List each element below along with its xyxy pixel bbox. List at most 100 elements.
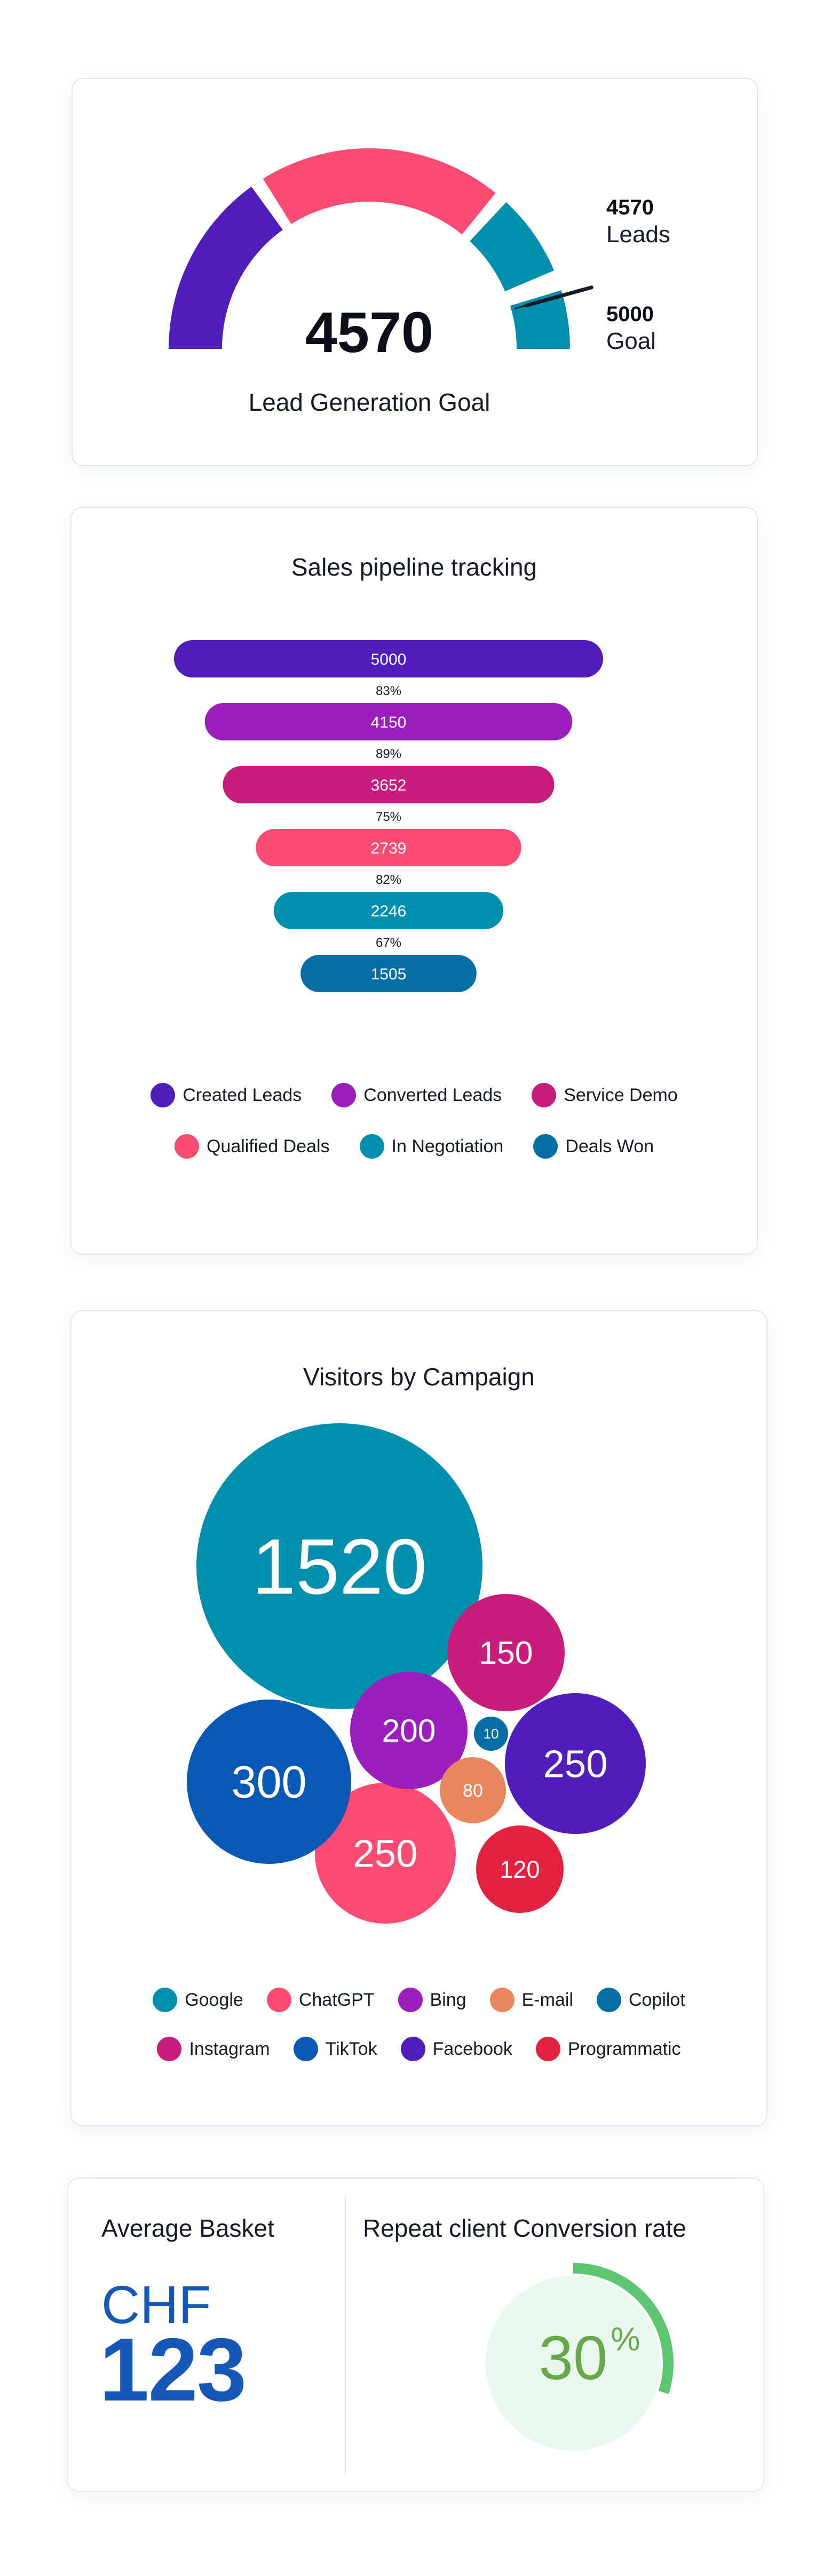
conversion-value: 30 [539,2323,607,2392]
legend-item: Deals Won [533,1134,654,1159]
funnel-bar-3 [223,766,555,803]
funnel-bar-6 [300,955,477,992]
legend-item: Created Leads [151,1083,302,1107]
legend-swatch [153,1988,178,2012]
funnel-rate-4: 82% [376,873,401,887]
legend-swatch [535,2037,560,2061]
legend-swatch [331,1083,357,1107]
basket-currency: CHF [101,2275,211,2335]
lead-generation-card: 4570 Lead Generation Goal 4570 Leads 500… [72,78,758,466]
goal-value: 5000 [606,302,654,326]
bubble-chatgpt [315,1783,456,1924]
gauge-needle-tail [515,304,528,309]
funnel-legend: Created Leads Converted Leads Service Demo… [72,1083,757,1190]
legend-item: Bing [398,1988,466,2012]
gauge-title: Lead Generation Goal [249,388,490,416]
legend-swatch [532,1083,557,1107]
funnel-rate-5: 67% [376,936,401,950]
legend-item: Service Demo [532,1083,678,1107]
legend-label: In Negotiation [391,1136,504,1157]
legend-label: E-mail [521,1989,573,2010]
leads-value: 4570 [606,196,654,219]
funnel-legend-row: Qualified Deals In Negotiation Deals Won [72,1134,757,1159]
legend-label: Programmatic [567,2038,681,2059]
legend-label: Created Leads [183,1084,302,1105]
bubble-label-facebook: 250 [543,1742,607,1785]
gauge-segment-1 [169,186,283,349]
bubble-label-google: 1520 [252,1524,427,1611]
gauge-needle [525,285,593,307]
conversion-unit: % [611,2321,640,2358]
legend-item: Programmatic [535,2037,681,2061]
funnel-bar-1 [174,640,603,677]
visitors-by-campaign-card: Visitors by Campaign 1520 250 200 80 10 150 30… [70,1310,767,2126]
conversion-ring-progress [573,2263,674,2395]
funnel-rate-2: 89% [376,747,401,761]
legend-label: Qualified Deals [206,1136,330,1157]
bubble-google [196,1423,482,1709]
bubble-legend: Google ChatGPT Bing E-mail Copilot Instagram T… [72,1988,766,2094]
legend-swatch [151,1083,176,1107]
bubble-copilot [474,1717,508,1751]
legend-item: Google [153,1988,243,2012]
legend-item: ChatGPT [266,1988,375,2012]
gauge-segment-4 [510,290,570,349]
kpi-card: Average Basket CHF 123 Repeat client Con… [67,2178,764,2492]
leads-label: Leads [606,221,670,248]
funnel-rate-1: 83% [376,684,401,698]
funnel-bar-label-5: 2246 [371,903,407,920]
legend-label: Copilot [628,1989,685,2010]
legend-swatch [400,2037,425,2061]
legend-item: Copilot [596,1988,685,2012]
legend-label: Facebook [432,2038,512,2059]
gauge-segment-2 [263,148,496,235]
conversion-ring-chart: 30 % [486,2263,674,2451]
funnel-bar-label-3: 3652 [371,777,407,794]
lead-gauge-chart: 4570 Lead Generation Goal 4570 Leads 500… [169,148,670,416]
bubble-legend-row: Instagram TikTok Facebook Programmatic [72,2037,766,2061]
legend-label: Bing [430,1989,466,2010]
legend-label: Service Demo [564,1084,678,1105]
conversion-ring-background [486,2276,661,2451]
funnel-bar-label-2: 4150 [371,714,407,731]
kpi-divider [345,2196,346,2475]
legend-item: Facebook [400,2037,512,2061]
bubble-label-programmatic: 120 [500,1856,540,1883]
gauge-value: 4570 [305,300,433,364]
bubble-label-instagram: 150 [479,1634,533,1671]
legend-swatch [596,1988,621,2012]
basket-value: 123 [99,2319,247,2420]
bubble-e-mail [440,1757,506,1823]
legend-item: Qualified Deals [174,1134,330,1159]
bubble-label-copilot: 10 [484,1726,499,1742]
bubble-label-bing: 200 [382,1712,436,1749]
legend-label: Instagram [189,2038,270,2059]
sales-pipeline-card: Sales pipeline tracking 5000 4150 3652 2739… [70,507,758,1255]
funnel-title: Sales pipeline tracking [291,553,537,581]
legend-swatch [359,1134,384,1159]
funnel-rate-3: 75% [376,810,401,824]
bubble-legend-row: Google ChatGPT Bing E-mail Copilot [72,1988,766,2012]
bubble-instagram [447,1594,565,1711]
legend-swatch [398,1988,423,2012]
legend-label: TikTok [325,2038,377,2059]
bubble-title: Visitors by Campaign [303,1363,535,1391]
bubble-bing [350,1672,468,1789]
legend-swatch [266,1988,291,2012]
funnel-bar-5 [273,892,504,929]
legend-swatch [174,1134,199,1159]
legend-item: Instagram [157,2037,270,2061]
legend-label: Deals Won [565,1136,654,1157]
legend-swatch [157,2037,182,2061]
legend-label: Google [185,1989,243,2010]
bubble-facebook [505,1693,646,1834]
legend-label: Converted Leads [363,1084,502,1105]
funnel-bar-4 [256,829,521,866]
funnel-bar-2 [204,703,573,740]
funnel-bar-label-6: 1505 [371,966,407,983]
legend-item: TikTok [293,2037,377,2061]
bubble-programmatic [476,1825,564,1913]
legend-label: ChatGPT [298,1989,375,2010]
conversion-rate-label: Repeat client Conversion rate [363,2214,686,2242]
sales-funnel-chart: 5000 4150 3652 2739 2246 1505 83% 89% 75% 82% 67% [174,640,603,992]
